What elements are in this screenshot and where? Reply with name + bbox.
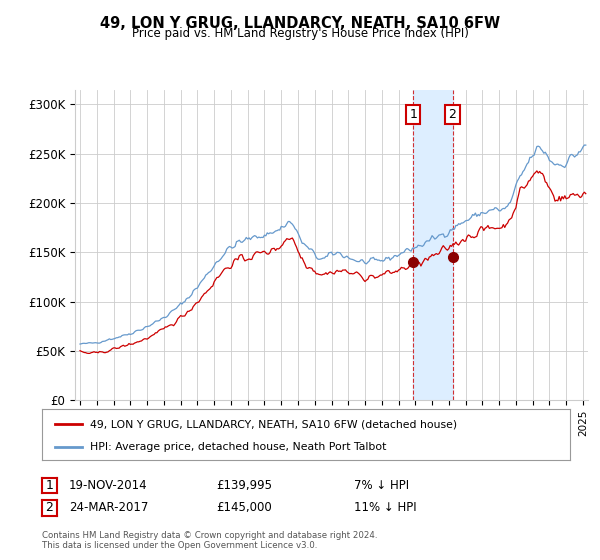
Text: 19-NOV-2014: 19-NOV-2014 <box>69 479 148 492</box>
Text: Price paid vs. HM Land Registry's House Price Index (HPI): Price paid vs. HM Land Registry's House … <box>131 27 469 40</box>
Text: 49, LON Y GRUG, LLANDARCY, NEATH, SA10 6FW (detached house): 49, LON Y GRUG, LLANDARCY, NEATH, SA10 6… <box>89 419 457 430</box>
Text: 1: 1 <box>409 108 417 121</box>
Text: 7% ↓ HPI: 7% ↓ HPI <box>354 479 409 492</box>
Text: 49, LON Y GRUG, LLANDARCY, NEATH, SA10 6FW: 49, LON Y GRUG, LLANDARCY, NEATH, SA10 6… <box>100 16 500 31</box>
Text: Contains HM Land Registry data © Crown copyright and database right 2024.
This d: Contains HM Land Registry data © Crown c… <box>42 531 377 550</box>
Text: 2: 2 <box>449 108 457 121</box>
Text: 2: 2 <box>46 501 53 515</box>
Text: 1: 1 <box>46 479 53 492</box>
Text: 11% ↓ HPI: 11% ↓ HPI <box>354 501 416 515</box>
Text: £145,000: £145,000 <box>216 501 272 515</box>
Bar <box>413 90 452 400</box>
Text: £139,995: £139,995 <box>216 479 272 492</box>
Text: HPI: Average price, detached house, Neath Port Talbot: HPI: Average price, detached house, Neat… <box>89 442 386 452</box>
Text: 24-MAR-2017: 24-MAR-2017 <box>69 501 148 515</box>
